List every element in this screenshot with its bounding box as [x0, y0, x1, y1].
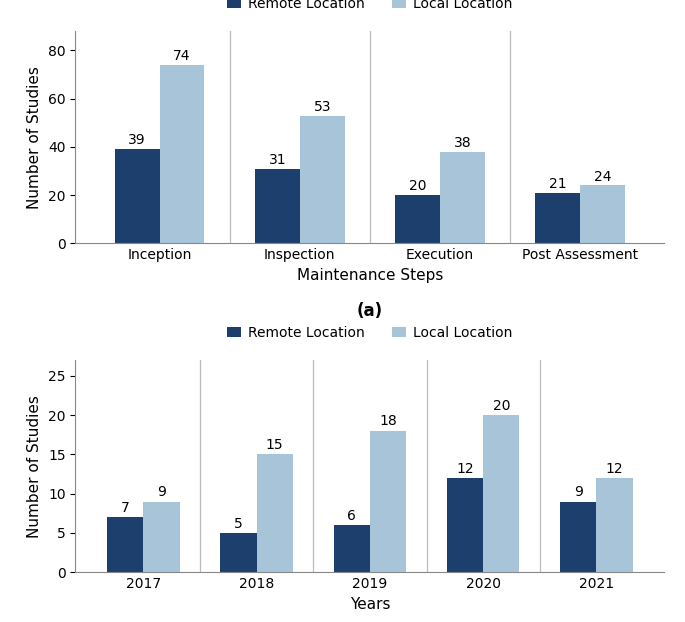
Text: 24: 24: [594, 170, 612, 183]
Bar: [395, 195, 440, 243]
Bar: [221, 533, 257, 572]
Text: 12: 12: [456, 462, 474, 476]
Bar: [597, 478, 633, 572]
Bar: [300, 116, 345, 243]
Text: 53: 53: [314, 100, 331, 114]
X-axis label: Years: Years: [349, 596, 390, 611]
Legend: Remote Location, Local Location: Remote Location, Local Location: [221, 0, 519, 16]
Text: 15: 15: [266, 438, 284, 452]
Bar: [114, 149, 160, 243]
Text: 20: 20: [409, 179, 426, 193]
Text: 5: 5: [234, 517, 243, 531]
Bar: [257, 454, 293, 572]
Bar: [160, 65, 204, 243]
Legend: Remote Location, Local Location: Remote Location, Local Location: [221, 320, 519, 345]
Text: 6: 6: [347, 509, 356, 522]
Bar: [143, 501, 179, 572]
Y-axis label: Number of Studies: Number of Studies: [27, 66, 42, 208]
Y-axis label: Number of Studies: Number of Studies: [27, 395, 42, 537]
Bar: [483, 415, 519, 572]
Text: 9: 9: [157, 485, 166, 499]
X-axis label: Maintenance Steps: Maintenance Steps: [297, 267, 443, 283]
Bar: [440, 152, 485, 243]
Text: (a): (a): [357, 302, 383, 320]
Bar: [580, 185, 625, 243]
Bar: [536, 193, 580, 243]
Text: 74: 74: [173, 49, 190, 63]
Text: 12: 12: [606, 462, 623, 476]
Bar: [560, 501, 597, 572]
Bar: [447, 478, 483, 572]
Text: 21: 21: [549, 177, 566, 191]
Text: 7: 7: [121, 501, 129, 515]
Text: 39: 39: [128, 133, 146, 147]
Bar: [334, 525, 370, 572]
Text: 20: 20: [493, 399, 510, 412]
Bar: [107, 518, 143, 572]
Bar: [370, 431, 406, 572]
Text: 38: 38: [453, 136, 471, 150]
Bar: [255, 169, 300, 243]
Text: 31: 31: [269, 152, 286, 167]
Text: 18: 18: [379, 414, 397, 429]
Text: 9: 9: [574, 485, 583, 499]
